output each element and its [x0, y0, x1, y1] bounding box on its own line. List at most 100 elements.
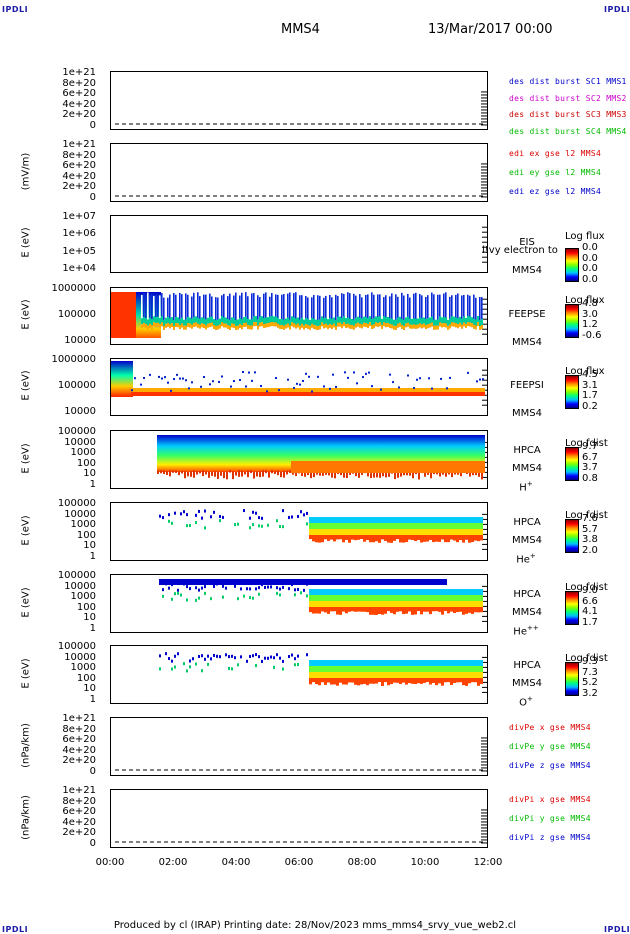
- spectrogram-cell: [475, 471, 477, 476]
- spectrogram-cell: [393, 595, 396, 601]
- y-tick-label: 6e+20: [62, 806, 96, 818]
- spectrogram-cell: [482, 378, 484, 381]
- spectrogram-cell: [269, 316, 271, 323]
- spectrogram-cell: [207, 317, 209, 324]
- spectrogram-cell: [211, 471, 213, 476]
- spectrogram-cell: [296, 388, 299, 392]
- spectrogram-cell: [318, 523, 321, 529]
- spectrogram-cell: [166, 470, 168, 476]
- spectrogram-cell: [330, 660, 333, 666]
- spectrogram-cell: [429, 529, 432, 535]
- corner-label: IPDLI: [2, 5, 29, 14]
- spectrogram-cell: [432, 517, 435, 523]
- spectrogram-cell: [215, 388, 218, 392]
- spectrogram-cell: [366, 660, 369, 666]
- spectrogram-cell: [461, 324, 463, 329]
- spectrogram-cell: [174, 592, 176, 596]
- spectrogram-cell: [381, 529, 384, 535]
- spectrogram-cell: [305, 317, 307, 324]
- spectrogram-cell: [255, 587, 257, 591]
- spectrogram-cell: [395, 294, 397, 330]
- spectrogram-cell: [414, 666, 417, 672]
- spectrogram-cell: [289, 325, 291, 330]
- spectrogram-cell: [392, 392, 395, 396]
- spectrogram-cell: [309, 607, 312, 613]
- spectrogram-cell: [251, 388, 254, 392]
- colorbar-tick-label: 4.1: [582, 606, 598, 618]
- spectrogram-cell: [468, 607, 471, 613]
- spectrogram-cell: [219, 655, 221, 659]
- spectrogram-cell: [450, 595, 453, 601]
- y-tick-label: 100: [76, 601, 96, 613]
- spectrogram-cell: [134, 388, 137, 392]
- spectrogram-cell: [411, 523, 414, 529]
- spectrogram-cell: [309, 325, 311, 330]
- spectrogram-cell: [431, 387, 433, 390]
- spectrogram-cell: [435, 666, 438, 672]
- spectrogram-cell: [235, 319, 237, 326]
- spectrogram-cell: [256, 471, 258, 477]
- spectrogram-cell: [429, 589, 432, 595]
- spectrogram-cell: [329, 323, 331, 328]
- spectrogram-cell: [212, 380, 214, 383]
- spectrogram-cell: [462, 601, 465, 607]
- spectrogram-cell: [414, 595, 417, 601]
- spectrogram-cell: [143, 322, 145, 327]
- spectrogram-cell: [465, 523, 468, 529]
- spectrogram-cell: [469, 471, 471, 477]
- spectrogram-cell: [339, 322, 341, 327]
- spectrogram-cell: [225, 653, 227, 657]
- spectrogram-cell: [417, 666, 420, 672]
- spectrogram-cell: [453, 517, 456, 523]
- spectrogram-cell: [387, 589, 390, 595]
- spectrogram-cell: [351, 517, 354, 523]
- y-axis-label: E (eV): [20, 227, 32, 258]
- spectrogram-cell: [211, 316, 213, 323]
- spectrogram-cell: [213, 325, 215, 330]
- spectrogram-cell: [348, 535, 351, 543]
- spectrogram-cell: [293, 386, 295, 389]
- spectrogram-cell: [335, 294, 337, 330]
- spectrogram-cell: [438, 678, 441, 684]
- spectrogram-cell: [249, 587, 251, 591]
- spectrogram-cell: [357, 666, 360, 672]
- spectrogram-cell: [447, 678, 450, 683]
- spectrogram-cell: [309, 535, 312, 540]
- spectrogram-cell: [462, 523, 465, 529]
- spectrogram-cell: [199, 470, 201, 474]
- spectrogram-cell: [237, 325, 239, 330]
- spectrogram-cell: [339, 589, 342, 595]
- spectrogram-cell: [430, 470, 432, 479]
- spectrogram-cell: [357, 607, 360, 612]
- spectrogram-cell: [414, 672, 417, 678]
- spectrogram-cell: [435, 601, 438, 607]
- panel-6: [110, 430, 488, 489]
- spectrogram-cell: [205, 319, 207, 326]
- spectrogram-cell: [318, 607, 321, 614]
- spectrogram-cell: [312, 517, 315, 523]
- spectrogram-cell: [414, 607, 417, 615]
- spectrogram-cell: [206, 392, 209, 396]
- spectrogram-cell: [281, 392, 284, 396]
- spectrogram-cell: [339, 535, 342, 540]
- spectrogram-cell: [258, 592, 260, 596]
- spectrogram-cell: [393, 672, 396, 678]
- spectrogram-cell: [369, 517, 372, 523]
- spectrogram-cell: [321, 666, 324, 672]
- spectrogram-cell: [456, 672, 459, 678]
- legend-entry: edi ez gse l2 MMS4: [509, 187, 602, 196]
- spectrogram-cell: [315, 601, 318, 607]
- spectrogram-cell: [372, 666, 375, 672]
- spectrogram-cell: [181, 471, 183, 474]
- spectrogram-cell: [261, 294, 263, 327]
- spectrogram-cell: [207, 662, 209, 666]
- spectrogram-cell: [227, 318, 229, 325]
- spectrogram-cell: [221, 375, 223, 378]
- spectrogram-cell: [336, 666, 339, 672]
- spectrogram-cell: [191, 324, 193, 329]
- spectrogram-cell: [459, 316, 461, 323]
- spectrogram-cell: [423, 678, 426, 683]
- spectrogram-cell: [363, 523, 366, 529]
- spectrogram-cell: [405, 293, 407, 328]
- spectrogram-cell: [349, 293, 351, 329]
